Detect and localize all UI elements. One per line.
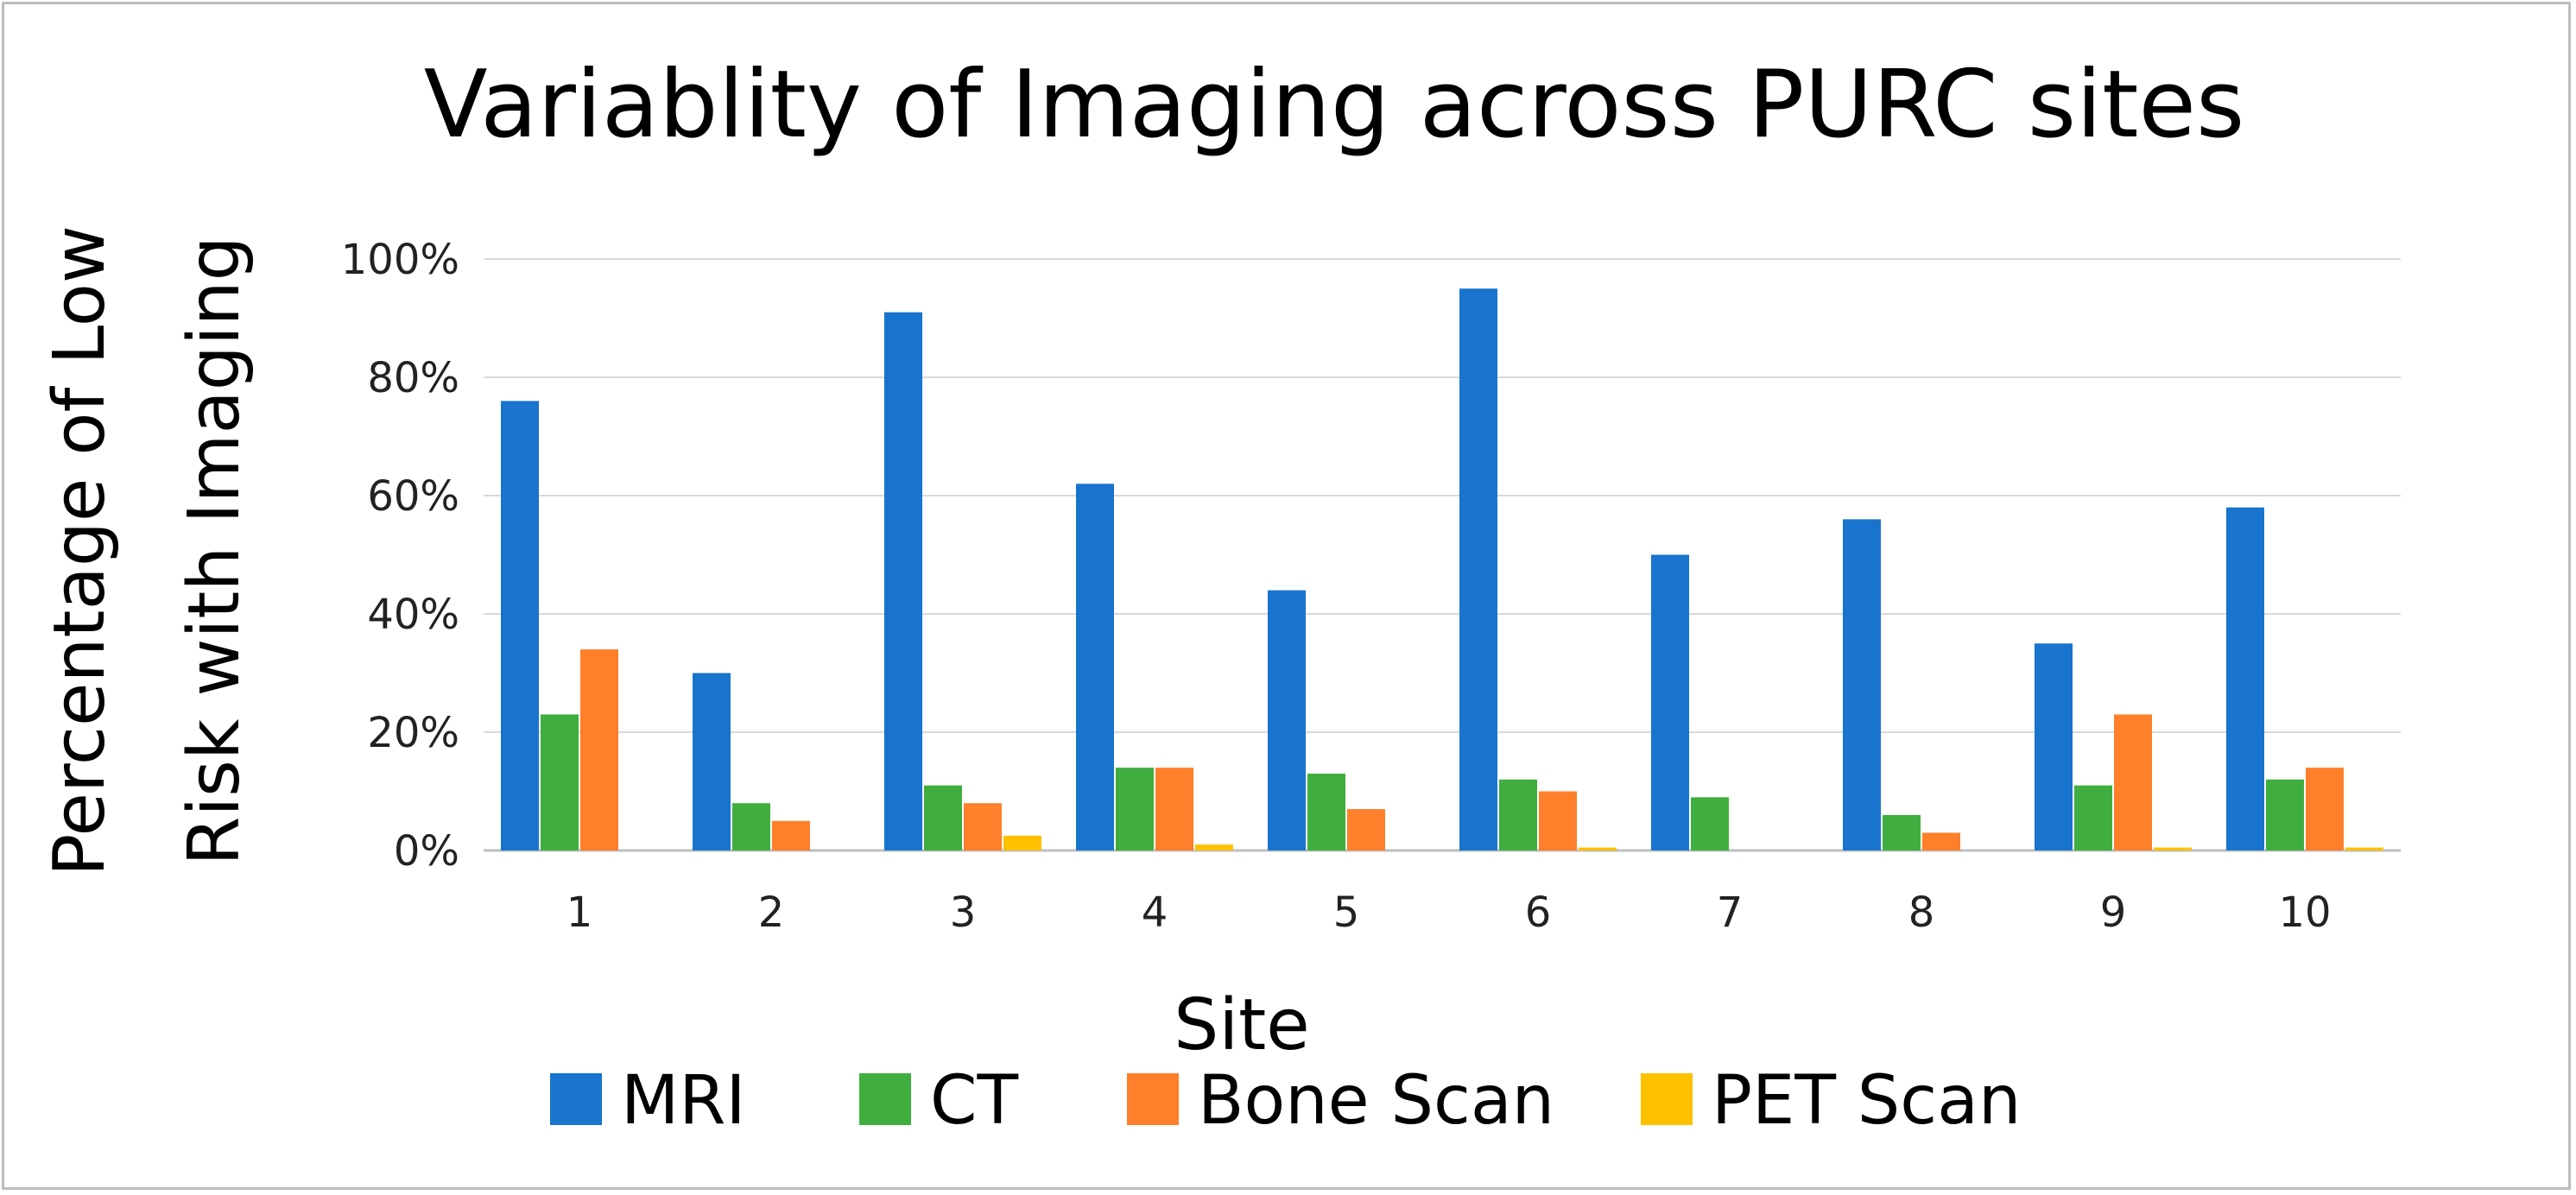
y-tick-label: 80% [367, 354, 459, 402]
bar-ct-site-6 [1499, 779, 1537, 850]
bar-pet-scan-site-9 [2154, 847, 2192, 850]
y-tick-label: 60% [367, 472, 459, 521]
bar-bone-scan-site-8 [1922, 832, 1960, 850]
bar-ct-site-1 [541, 714, 579, 850]
legend: MRI CT Bone Scan PET Scan [550, 1062, 2021, 1140]
bar-ct-site-5 [1307, 773, 1345, 850]
bar-ct-site-4 [1116, 768, 1154, 850]
bar-bone-scan-site-3 [964, 803, 1002, 850]
legend-item-pet-scan: PET Scan [1641, 1062, 2021, 1140]
bar-ct-site-10 [2266, 779, 2304, 850]
y-tick-label: 0% [394, 827, 459, 876]
legend-item-mri: MRI [550, 1062, 746, 1140]
bar-pet-scan-site-3 [1003, 835, 1041, 850]
legend-label: MRI [621, 1062, 746, 1140]
x-tick-label: 8 [1908, 888, 1935, 937]
y-axis-title-line-2: Risk with Imaging [174, 236, 256, 865]
legend-label: CT [930, 1062, 1018, 1140]
bar-bone-scan-site-5 [1347, 809, 1385, 850]
bar-ct-site-8 [1883, 814, 1921, 850]
x-tick-label: 2 [758, 888, 785, 937]
bar-ct-site-2 [732, 803, 770, 850]
y-tick-label: 100% [341, 236, 459, 284]
bar-bone-scan-site-10 [2306, 768, 2344, 850]
bar-mri-site-7 [1651, 554, 1689, 850]
x-tick-label: 1 [566, 888, 593, 937]
bar-ct-site-7 [1691, 797, 1729, 850]
y-tick-label: 40% [367, 591, 459, 639]
bar-bone-scan-site-4 [1155, 768, 1193, 850]
bar-mri-site-9 [2035, 643, 2073, 850]
x-axis-title: Site [1174, 984, 1309, 1066]
legend-swatch [1641, 1073, 1693, 1125]
bar-bone-scan-site-1 [580, 649, 618, 850]
y-tick-label: 20% [367, 709, 459, 757]
legend-swatch [859, 1073, 911, 1125]
bar-mri-site-3 [884, 312, 922, 850]
bar-mri-site-4 [1076, 484, 1114, 850]
bar-pet-scan-site-4 [1195, 844, 1233, 850]
bar-mri-site-8 [1843, 519, 1881, 850]
bar-mri-site-10 [2226, 507, 2264, 850]
x-axis-ticks: 1 2 3 4 5 6 7 8 9 10 [566, 888, 2332, 937]
y-axis-title-line-1: Percentage of Low [39, 225, 121, 876]
y-axis-title: Percentage of Low Risk with Imaging [39, 225, 256, 876]
legend-item-ct: CT [859, 1062, 1018, 1140]
bar-bone-scan-site-6 [1539, 791, 1577, 850]
legend-label: PET Scan [1712, 1062, 2021, 1140]
bar-bone-scan-site-2 [772, 820, 810, 850]
bar-mri-site-5 [1268, 590, 1306, 850]
bar-ct-site-3 [924, 785, 962, 850]
bar-pet-scan-site-10 [2345, 847, 2383, 850]
gridlines [484, 258, 2401, 852]
x-tick-label: 3 [950, 888, 977, 937]
x-tick-label: 5 [1333, 888, 1360, 937]
bar-mri-site-2 [693, 673, 731, 850]
legend-swatch [1127, 1073, 1179, 1125]
bars [501, 288, 2383, 850]
bar-mri-site-1 [501, 401, 539, 850]
chart-title: Variablity of Imaging across PURC sites [424, 51, 2244, 159]
legend-label: Bone Scan [1198, 1062, 1554, 1140]
legend-item-bone-scan: Bone Scan [1127, 1062, 1554, 1140]
x-tick-label: 6 [1525, 888, 1552, 937]
bar-pet-scan-site-6 [1579, 847, 1617, 850]
bar-ct-site-9 [2074, 785, 2112, 850]
y-axis-ticks: 0% 20% 40% 60% 80% 100% [341, 236, 459, 876]
x-tick-label: 9 [2100, 888, 2127, 937]
legend-swatch [550, 1073, 602, 1125]
x-tick-label: 4 [1142, 888, 1168, 937]
bar-bone-scan-site-9 [2114, 714, 2152, 850]
bar-mri-site-6 [1459, 288, 1497, 850]
x-tick-label: 7 [1717, 888, 1744, 937]
x-tick-label: 10 [2278, 888, 2331, 937]
